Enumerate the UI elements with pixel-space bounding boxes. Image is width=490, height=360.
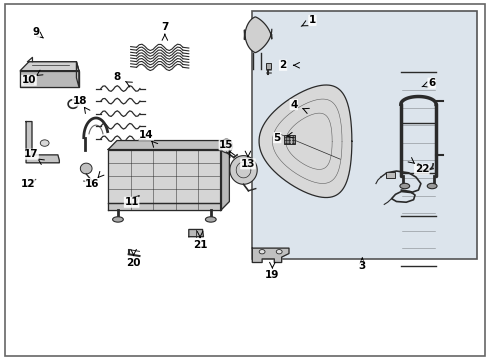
Polygon shape <box>245 17 272 53</box>
Bar <box>284 135 295 144</box>
Polygon shape <box>189 229 203 237</box>
Text: 2: 2 <box>279 60 287 70</box>
Text: 4: 4 <box>290 100 297 110</box>
Polygon shape <box>76 62 79 87</box>
Text: 13: 13 <box>241 159 255 169</box>
Text: 18: 18 <box>73 96 87 106</box>
Bar <box>266 63 271 69</box>
Ellipse shape <box>220 139 233 153</box>
Polygon shape <box>26 122 59 163</box>
Text: 10: 10 <box>22 75 36 85</box>
Bar <box>252 12 477 259</box>
Text: 11: 11 <box>124 197 139 207</box>
Polygon shape <box>108 140 229 149</box>
Bar <box>24 77 33 84</box>
Ellipse shape <box>427 183 437 189</box>
Polygon shape <box>20 62 79 71</box>
Polygon shape <box>80 163 92 174</box>
Ellipse shape <box>259 249 265 254</box>
Text: 7: 7 <box>161 22 169 32</box>
Polygon shape <box>252 248 289 262</box>
Polygon shape <box>230 156 257 184</box>
Bar <box>386 172 394 178</box>
Text: 15: 15 <box>219 140 234 150</box>
Polygon shape <box>108 203 220 211</box>
Ellipse shape <box>113 217 123 222</box>
Text: 16: 16 <box>85 179 100 189</box>
Polygon shape <box>220 140 229 211</box>
Text: 1: 1 <box>309 15 316 26</box>
Ellipse shape <box>205 217 216 222</box>
Text: 21: 21 <box>193 240 207 250</box>
Text: 3: 3 <box>359 261 366 271</box>
Text: 19: 19 <box>265 270 280 280</box>
Text: 12: 12 <box>20 179 35 189</box>
Text: 8: 8 <box>113 72 121 82</box>
Ellipse shape <box>40 140 49 146</box>
Ellipse shape <box>276 249 282 254</box>
Polygon shape <box>20 71 79 87</box>
Text: 6: 6 <box>428 78 435 88</box>
Text: 5: 5 <box>273 133 281 143</box>
Text: 22: 22 <box>415 164 429 174</box>
Ellipse shape <box>400 183 410 189</box>
Text: 9: 9 <box>32 27 39 37</box>
Polygon shape <box>108 149 220 203</box>
Text: 17: 17 <box>24 149 38 159</box>
Text: 14: 14 <box>139 130 153 140</box>
Text: 20: 20 <box>126 258 141 268</box>
Polygon shape <box>259 85 352 198</box>
